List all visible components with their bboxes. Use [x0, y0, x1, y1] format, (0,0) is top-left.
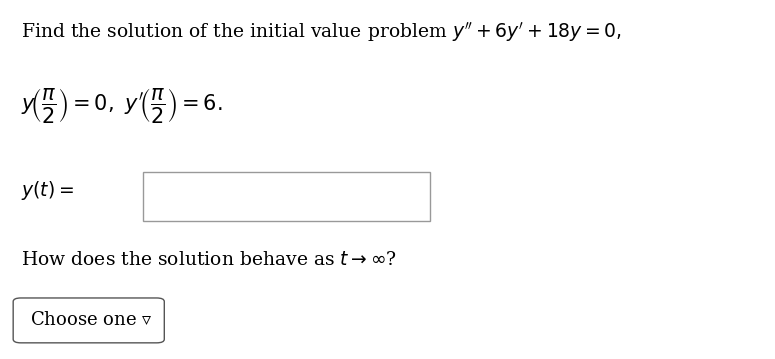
Text: How does the solution behave as $t \to \infty$?: How does the solution behave as $t \to \…	[21, 251, 397, 269]
Text: Find the solution of the initial value problem $y'' + 6y' + 18y = 0,$: Find the solution of the initial value p…	[21, 20, 622, 44]
Text: $y(t) =$: $y(t) =$	[21, 179, 74, 202]
FancyBboxPatch shape	[13, 298, 164, 343]
FancyBboxPatch shape	[143, 172, 430, 221]
Text: $y\!\left(\dfrac{\pi}{2}\right) = 0,\ y'\!\left(\dfrac{\pi}{2}\right) = 6.$: $y\!\left(\dfrac{\pi}{2}\right) = 0,\ y'…	[21, 86, 222, 125]
Text: Choose one $\mathbf{\triangledown}$: Choose one $\mathbf{\triangledown}$	[30, 311, 153, 330]
